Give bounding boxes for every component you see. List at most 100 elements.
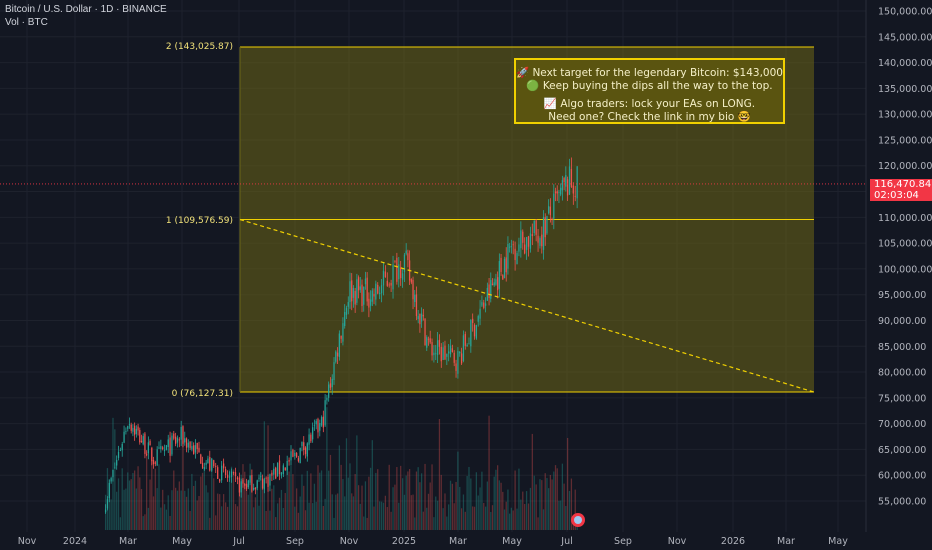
candle-body [455, 363, 457, 371]
volume-bar [319, 472, 321, 530]
volume-bar [495, 469, 497, 530]
candle-body [352, 288, 355, 298]
volume-bar [121, 468, 123, 530]
volume-bar [128, 480, 131, 530]
volume-bar [335, 494, 337, 530]
time-tick-label: Sep [286, 536, 304, 547]
volume-bar [570, 478, 573, 530]
candle-body [371, 290, 373, 302]
candle-body [260, 476, 262, 478]
volume-bar [542, 509, 545, 530]
annotation-line-4: Need one? Check the link in my bio 🤓 [548, 110, 751, 123]
volume-bar [258, 505, 260, 530]
candle-body [361, 284, 363, 307]
candle-body [247, 480, 249, 488]
candle-body [308, 434, 310, 445]
volume-bar [568, 490, 571, 530]
candle-body [242, 479, 244, 484]
candle-body [312, 427, 314, 440]
candle-body [539, 238, 541, 246]
volume-bar [539, 479, 541, 530]
candle-body [400, 267, 402, 279]
candle-body [200, 454, 202, 464]
volume-bar [440, 474, 442, 530]
candle-body [130, 424, 132, 431]
candle-body [329, 383, 332, 388]
volume-bar [226, 506, 229, 530]
volume-bar [373, 506, 375, 530]
candle-body [317, 418, 319, 433]
volume-indicator-title[interactable]: Vol · BTC [5, 17, 48, 28]
candle-body [205, 462, 207, 465]
price-tick-label: 110,000.00 [878, 213, 932, 224]
candle-body [542, 216, 545, 250]
symbol-title[interactable]: Bitcoin / U.S. Dollar · 1D · BINANCE [5, 4, 167, 15]
time-tick-label: May [172, 536, 192, 547]
volume-bar [110, 499, 112, 530]
volume-bar [446, 516, 448, 530]
volume-bar [464, 511, 466, 530]
candle-body [561, 180, 564, 191]
volume-bar [509, 513, 511, 530]
text-annotation[interactable]: 🚀 Next target for the legendary Bitcoin:… [514, 58, 785, 124]
volume-bar [273, 485, 275, 530]
candle-body [106, 499, 109, 509]
candle-body [491, 283, 494, 286]
candle-body [244, 484, 246, 486]
candle-body [251, 474, 253, 492]
volume-bar [160, 507, 162, 530]
candle-body [354, 290, 356, 305]
volume-bar [117, 478, 120, 530]
volume-bar [457, 451, 459, 530]
volume-bar [477, 495, 479, 530]
candle-body [384, 271, 387, 278]
candle-body [524, 244, 526, 254]
candle-body [182, 426, 184, 444]
candle-body [359, 286, 361, 290]
volume-bar [449, 480, 452, 530]
volume-bar [244, 471, 246, 530]
volume-bar [310, 473, 312, 530]
current-price-label: 116,470.84 02:03:04 [870, 179, 932, 201]
candle-body [544, 217, 546, 238]
candle-body [142, 436, 144, 445]
volume-bar [574, 489, 576, 530]
candle-body [576, 166, 578, 199]
candle-body [473, 324, 476, 337]
volume-bar [468, 466, 470, 530]
time-tick-label: Nov [340, 536, 359, 547]
volume-bar [390, 511, 392, 530]
candle-body [481, 302, 483, 306]
candle-body [303, 442, 305, 451]
volume-bar [386, 507, 388, 530]
volume-bar [324, 498, 326, 530]
volume-bar [424, 463, 426, 530]
volume-bar [415, 471, 418, 530]
volume-bar [563, 483, 565, 530]
candle-body [185, 438, 188, 448]
candle-body [568, 166, 571, 195]
volume-bar [516, 508, 518, 530]
price-tick-label: 100,000.00 [878, 264, 932, 275]
candle-body [451, 348, 453, 352]
candle-body [551, 218, 553, 221]
volume-bar [548, 488, 550, 530]
candle-body [403, 254, 406, 273]
volume-bar [209, 517, 211, 530]
volume-bar [140, 489, 143, 530]
candle-body [507, 244, 509, 269]
candle-body [211, 458, 213, 471]
volume-bar [403, 494, 406, 530]
volume-bar [329, 454, 332, 530]
time-tick-label: Jul [560, 536, 572, 547]
candle-body [364, 278, 367, 285]
candle-body [306, 443, 308, 457]
candle-body [531, 234, 533, 237]
price-tick-label: 95,000.00 [878, 290, 926, 301]
candle-body [472, 318, 474, 324]
volume-bar [173, 470, 175, 530]
candle-body [217, 467, 219, 479]
volume-bar [379, 501, 381, 530]
candle-body [537, 235, 539, 243]
